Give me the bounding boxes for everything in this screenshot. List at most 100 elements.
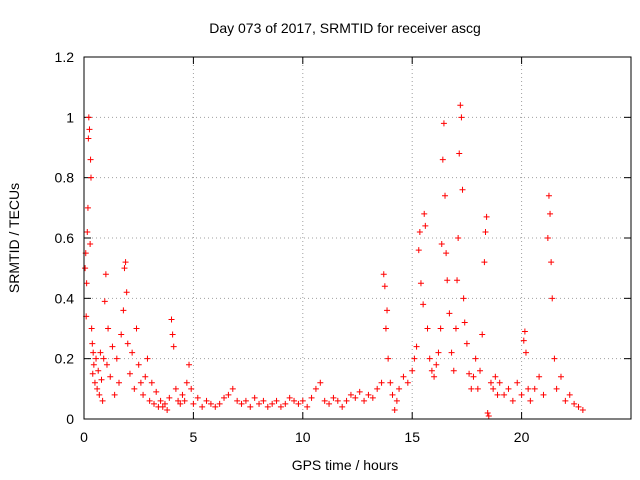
data-point <box>308 394 315 401</box>
data-point <box>482 228 489 235</box>
data-point <box>484 409 491 416</box>
data-point <box>443 250 450 257</box>
data-point <box>137 379 144 386</box>
data-point <box>177 400 184 407</box>
data-point <box>487 379 494 386</box>
data-point <box>260 397 267 404</box>
data-point <box>566 391 573 398</box>
data-point <box>153 388 160 395</box>
data-point <box>326 400 333 407</box>
data-point <box>562 397 569 404</box>
x-tick-label: 20 <box>514 429 530 445</box>
data-point <box>468 385 475 392</box>
data-point <box>409 367 416 374</box>
data-point <box>400 373 407 380</box>
data-point <box>381 283 388 290</box>
data-point <box>448 349 455 356</box>
data-point <box>536 373 543 380</box>
data-point <box>422 222 429 229</box>
data-point <box>120 307 127 314</box>
data-point <box>286 394 293 401</box>
data-point <box>90 349 97 356</box>
data-point <box>172 385 179 392</box>
y-tick-label: 0 <box>66 411 74 427</box>
data-point <box>82 265 89 272</box>
data-point <box>380 271 387 278</box>
data-point <box>304 403 311 410</box>
data-point <box>94 385 101 392</box>
data-point <box>102 271 109 278</box>
data-point <box>481 259 488 266</box>
data-point <box>170 343 177 350</box>
data-point <box>396 385 403 392</box>
x-axis-label: GPS time / hours <box>292 457 399 473</box>
data-point <box>421 210 428 217</box>
data-point <box>242 397 249 404</box>
data-point <box>90 361 97 368</box>
chart-title: Day 073 of 2017, SRMTID for receiver asc… <box>209 20 481 36</box>
data-point <box>164 406 171 413</box>
data-point <box>352 394 359 401</box>
data-point <box>84 204 91 211</box>
data-point <box>109 343 116 350</box>
data-point <box>522 349 529 356</box>
data-point <box>84 228 91 235</box>
data-point <box>151 400 158 407</box>
data-point <box>291 397 298 404</box>
data-point <box>229 385 236 392</box>
data-point <box>251 394 258 401</box>
data-point <box>207 400 214 407</box>
data-point <box>549 295 556 302</box>
data-point <box>470 373 477 380</box>
data-point <box>413 343 420 350</box>
gridlines <box>84 57 631 419</box>
data-point <box>135 361 142 368</box>
data-point <box>146 397 153 404</box>
data-point <box>575 403 582 410</box>
data-point <box>339 403 346 410</box>
data-point <box>356 388 363 395</box>
data-point <box>525 385 532 392</box>
data-point <box>96 391 103 398</box>
data-point <box>490 385 497 392</box>
x-tick-label: 5 <box>190 429 198 445</box>
data-point <box>456 150 463 157</box>
data-point <box>455 235 462 241</box>
data-point <box>225 391 232 398</box>
data-point <box>540 391 547 398</box>
data-point <box>439 156 446 163</box>
data-point <box>93 355 100 362</box>
data-point <box>463 340 470 347</box>
data-point <box>273 397 280 404</box>
data-point <box>416 228 423 235</box>
data-point <box>317 379 324 386</box>
data-point <box>126 370 133 377</box>
data-point <box>343 397 350 404</box>
data-point <box>269 400 276 407</box>
data-point <box>496 379 503 386</box>
data-point <box>85 114 92 121</box>
data-point <box>89 370 96 377</box>
data-point <box>461 319 468 326</box>
data-point <box>460 295 467 302</box>
data-point <box>161 400 168 407</box>
data-point <box>444 277 451 284</box>
data-point <box>382 325 389 332</box>
data-point <box>295 400 302 407</box>
data-point <box>256 400 263 407</box>
y-tick-label: 1 <box>66 109 74 125</box>
data-point <box>89 340 96 347</box>
y-tick-label: 0.6 <box>55 230 75 246</box>
data-point <box>221 394 228 401</box>
data-point <box>545 192 552 199</box>
data-points <box>82 102 586 419</box>
data-point <box>186 361 193 368</box>
data-point <box>433 361 440 368</box>
data-point <box>420 301 427 308</box>
data-point <box>188 385 195 392</box>
data-point <box>321 397 328 404</box>
data-point <box>501 391 508 398</box>
data-point <box>144 355 151 362</box>
data-point <box>140 391 147 398</box>
data-point <box>87 156 94 163</box>
